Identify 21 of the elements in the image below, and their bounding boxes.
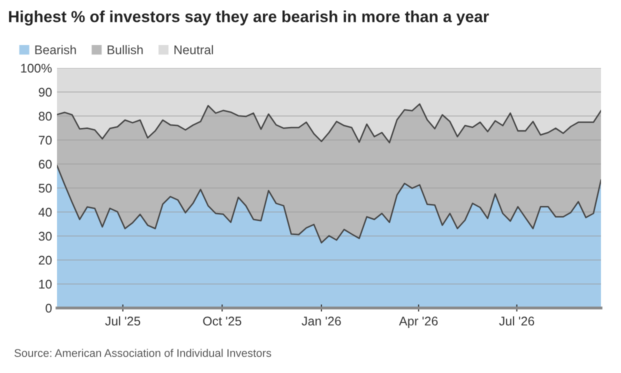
y-tick-label: 40 xyxy=(38,208,52,217)
chart-title: Highest % of investors say they are bearish in more than a year xyxy=(9,10,489,26)
x-tick-label: Jan '26 xyxy=(302,316,341,326)
legend-label: Bearish xyxy=(35,45,76,54)
x-tick-label: Jul '26 xyxy=(499,316,534,326)
x-tick-label: Oct '25 xyxy=(203,316,242,326)
y-tick-label: 90 xyxy=(38,88,52,97)
source-note: Source: American Association of Individual Investors xyxy=(14,348,272,357)
legend-label: Bullish xyxy=(108,45,143,54)
y-tick-label: 10 xyxy=(39,280,52,289)
y-tick-label: 100% xyxy=(21,64,52,73)
y-tick-label: 50 xyxy=(38,184,52,193)
y-tick-label: 70 xyxy=(38,136,52,145)
y-tick-label: 30 xyxy=(38,232,52,241)
y-tick-label: 80 xyxy=(38,112,52,121)
y-tick-label: 0 xyxy=(46,304,52,313)
legend-label: Neutral xyxy=(174,45,213,54)
x-tick-label: Apr '26 xyxy=(399,316,438,328)
x-tick-label: Jul '25 xyxy=(105,316,140,326)
y-tick-label: 20 xyxy=(38,256,52,265)
y-tick-label: 60 xyxy=(38,160,52,169)
